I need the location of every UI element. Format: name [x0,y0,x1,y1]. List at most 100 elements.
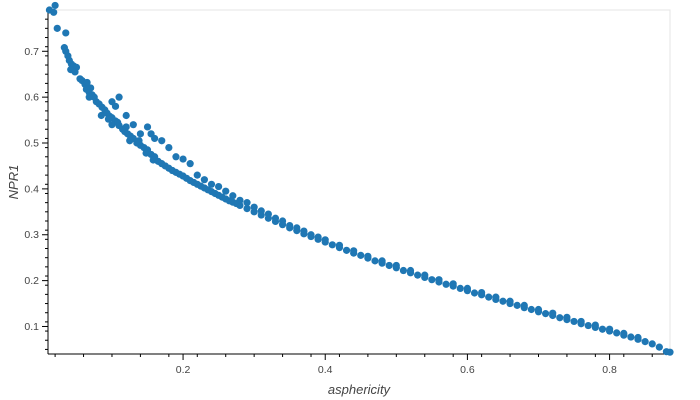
data-point [485,293,493,301]
data-point [278,217,287,225]
data-point [50,8,58,16]
data-point [342,246,351,254]
data-point [506,297,514,305]
data-point [143,123,152,131]
data-point [158,137,166,145]
x-tick-label: 0.8 [602,364,617,376]
data-point [243,205,251,213]
data-point [85,93,93,101]
x-tick-label: 0.4 [318,364,333,376]
data-point [584,321,592,330]
data-point [350,247,358,255]
data-point [435,276,443,284]
x-tick-label: 0.6 [460,364,475,376]
data-point [520,301,528,309]
data-point [449,280,457,288]
data-point [179,155,187,163]
data-point [527,305,535,314]
data-point [129,121,137,129]
data-point [222,187,230,195]
data-point [83,78,91,87]
y-tick-label: 0.1 [24,321,39,333]
data-points [45,1,674,356]
data-point [371,257,379,265]
data-point [613,329,621,337]
data-point [328,241,336,249]
data-point [556,314,564,322]
data-point [271,214,280,222]
data-point [478,288,486,297]
data-point [97,111,105,120]
data-point [513,301,521,309]
data-point [648,340,656,348]
data-point [335,241,344,249]
data-point [620,329,628,337]
y-tick-label: 0.7 [24,46,39,58]
data-point [392,261,400,270]
data-point [229,192,237,200]
data-point [385,261,393,270]
data-point [470,289,479,297]
data-point [115,93,123,101]
data-point [321,236,329,244]
data-point [463,284,472,293]
x-axis-label: asphericity [328,382,392,397]
data-point [236,201,244,209]
data-point [151,134,159,143]
data-point [456,284,464,293]
data-point [62,29,70,37]
data-point [193,171,201,179]
data-point [406,266,415,275]
plot-frame [47,9,671,355]
data-point [655,343,663,351]
data-point [598,325,607,333]
data-point [421,271,429,279]
data-point [286,221,294,230]
data-point [534,305,543,314]
data-point [172,153,180,161]
y-tick-label: 0.5 [24,138,39,150]
data-point [563,313,571,321]
x-tick-label: 0.2 [176,364,191,376]
data-point [264,210,272,218]
data-point [186,160,194,168]
data-point [549,309,557,317]
data-point [300,227,308,235]
data-point [666,348,674,356]
data-point [605,325,614,333]
data-point [51,1,59,10]
data-point [428,276,436,284]
data-point [399,266,408,275]
data-point [314,233,322,241]
data-point [577,317,585,326]
y-tick-label: 0.4 [24,183,39,195]
y-tick-label: 0.6 [24,92,39,104]
data-point [627,333,635,341]
data-point [243,199,251,207]
data-point [135,137,143,145]
y-tick-label: 0.3 [24,229,39,241]
data-point [357,251,365,259]
data-point [307,231,315,239]
data-point [499,297,507,305]
data-point [111,102,120,110]
data-point [122,111,130,120]
data-point [126,137,134,145]
data-point [215,182,223,191]
y-axis-ticks: 0.1 0.2 0.3 0.4 0.5 0.6 0.7 [24,18,48,350]
data-point [293,224,301,232]
data-point [165,144,173,152]
data-point [378,257,386,265]
data-point [634,333,642,342]
y-axis-label: NPR1 [6,165,21,200]
data-point [236,196,244,204]
data-point [442,280,450,288]
data-point [364,252,372,260]
data-point [136,130,145,138]
data-point [542,310,550,318]
data-point [414,271,422,279]
y-tick-label: 0.2 [24,275,39,287]
data-point [71,68,79,76]
data-point [492,293,500,301]
